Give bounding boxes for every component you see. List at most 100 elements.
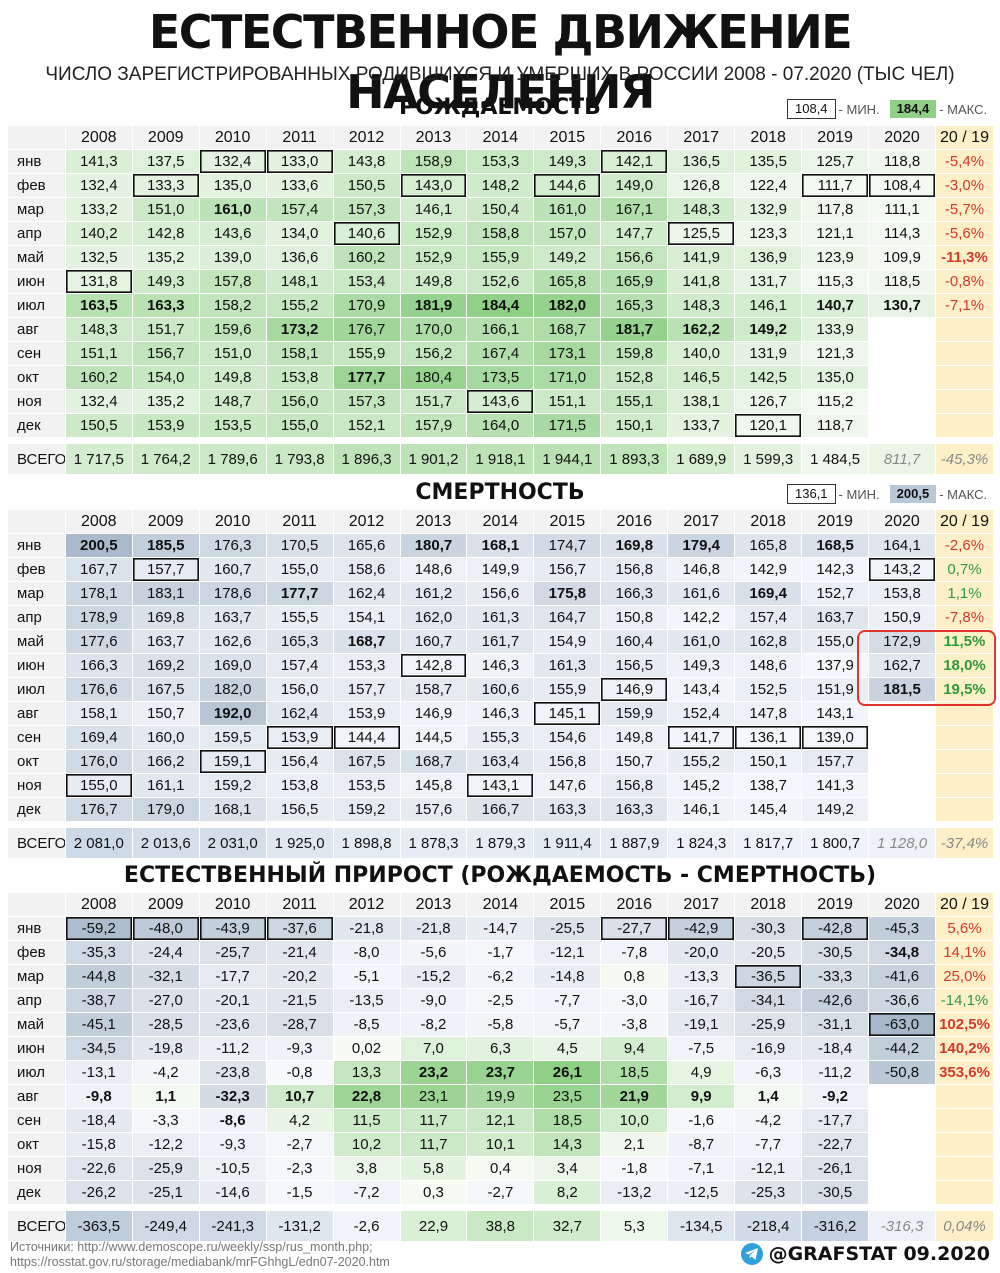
value-cell: 171,5 [534,414,602,438]
value-cell: 138,1 [668,390,736,414]
month-label: сен [8,342,66,366]
value-cell: 149,3 [668,654,736,678]
value-cell: 163,3 [601,798,669,822]
value-cell: 148,1 [266,270,334,294]
table-row: авг 148,3 151,7 159,6 173,2 176,7 170,0 166,1 16… [8,318,994,342]
value-cell: -41,6 [869,965,936,989]
value-cell: 145,1 [534,702,602,726]
table-row: ноя 132,4 135,2 148,7 156,0 157,3 151,7 143,6 15… [8,390,994,414]
value-cell: 170,5 [266,534,334,558]
value-cell: -27,0 [132,989,200,1013]
table-row: ноя 155,0 161,1 159,2 153,8 153,5 145,8 143,1 14… [8,774,994,798]
value-cell: 141,7 [668,726,736,750]
value-cell: 184,4 [467,294,535,318]
value-cell: 173,5 [467,366,535,390]
total-value: 1 918,1 [467,438,535,475]
column-header: 2019 [802,126,870,150]
value-cell: 162,4 [333,582,401,606]
value-cell: 158,1 [266,342,334,366]
table-row: янв 200,5 185,5 176,3 170,5 165,6 180,7 168,1 17… [8,534,994,558]
month-label: июл [8,294,66,318]
deaths-table: 2008 2009 2010 2011 2012 2013 2014 2015 2016 2017… [8,510,994,859]
value-cell: 176,7 [333,318,401,342]
column-header: 2011 [266,126,334,150]
value-cell: 156,7 [534,558,602,582]
legend-max-box: 200,5 [889,485,937,503]
value-cell: 167,5 [132,678,200,702]
value-cell: -7,7 [534,989,602,1013]
value-cell: -5,8 [467,1013,535,1037]
value-cell: 140,6 [333,222,401,246]
change-cell: 140,2% [936,1037,994,1061]
value-cell: 158,7 [400,678,468,702]
value-cell: 143,0 [400,174,468,198]
value-cell: 152,8 [601,366,669,390]
value-cell: 26,1 [534,1061,602,1085]
value-cell: -34,1 [735,989,803,1013]
value-cell: -11,2 [802,1061,870,1085]
change-cell: 18,0% [936,654,994,678]
value-cell: -35,3 [65,941,133,965]
total-value: -363,5 [65,1205,133,1242]
value-cell: 146,9 [400,702,468,726]
value-cell: -42,6 [802,989,870,1013]
value-cell: 150,1 [735,750,803,774]
value-cell: 151,1 [65,342,133,366]
table-row: июн 131,8 149,3 157,8 148,1 153,4 149,8 152,6 16… [8,270,994,294]
total-value: 1 944,1 [534,438,602,475]
column-header: 2012 [333,510,401,534]
value-cell: -25,9 [132,1157,200,1181]
total-value: -241,3 [199,1205,267,1242]
value-cell: 153,3 [467,150,535,174]
value-cell: 172,9 [869,630,936,654]
column-header: 2014 [467,126,535,150]
value-cell: 146,1 [400,198,468,222]
value-cell: 151,7 [132,318,200,342]
value-cell: 153,9 [333,702,401,726]
value-cell: 138,7 [735,774,803,798]
value-cell: -20,1 [199,989,267,1013]
value-cell: 163,3 [534,798,602,822]
value-cell: -8,6 [199,1109,267,1133]
value-cell: 13,3 [333,1061,401,1085]
value-cell: 157,8 [199,270,267,294]
value-cell: 0,4 [467,1157,535,1181]
table-row: июл 176,6 167,5 182,0 156,0 157,7 158,7 160,6 15… [8,678,994,702]
value-cell: 192,0 [199,702,267,726]
table-row: фев 167,7 157,7 160,7 155,0 158,6 148,6 149,9 15… [8,558,994,582]
value-cell: -20,2 [266,965,334,989]
value-cell [869,366,936,390]
column-header: 2010 [199,893,267,917]
value-cell: 140,7 [802,294,870,318]
value-cell: 163,3 [132,294,200,318]
change-cell: 19,5% [936,678,994,702]
table-row: апр -38,7 -27,0 -20,1 -21,5 -13,5 -9,0 -2,5 -7,7… [8,989,994,1013]
month-label: авг [8,1085,66,1109]
value-cell: 11,5 [333,1109,401,1133]
value-cell: 155,0 [266,558,334,582]
change-cell [936,1085,994,1109]
value-cell: 150,5 [65,414,133,438]
value-cell: -7,7 [735,1133,803,1157]
value-cell: 148,2 [467,174,535,198]
value-cell: 146,3 [467,702,535,726]
value-cell: 161,7 [467,630,535,654]
change-cell: 14,1% [936,941,994,965]
value-cell: -8,0 [333,941,401,965]
value-cell: -59,2 [65,917,133,941]
table-row: окт 176,0 166,2 159,1 156,4 167,5 168,7 163,4 15… [8,750,994,774]
value-cell: -44,8 [65,965,133,989]
value-cell: 10,0 [601,1109,669,1133]
month-label: май [8,1013,66,1037]
value-cell: 174,7 [534,534,602,558]
value-cell: 132,4 [65,390,133,414]
value-cell: 168,1 [467,534,535,558]
change-cell: -7,8% [936,606,994,630]
value-cell: 148,7 [199,390,267,414]
value-cell: 149,2 [802,798,870,822]
value-cell: 159,1 [199,750,267,774]
total-value: 1 824,3 [668,822,736,859]
brand-label: @GRAFSTAT 09.2020 [768,1243,990,1265]
value-cell: 11,7 [400,1133,468,1157]
month-label: окт [8,1133,66,1157]
